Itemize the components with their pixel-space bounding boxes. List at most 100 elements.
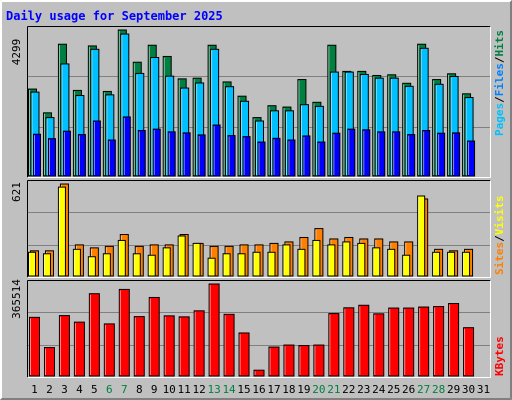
bar-kbytes xyxy=(298,345,310,377)
bar-pages-rect xyxy=(62,130,71,177)
x-tick-label: 20 xyxy=(312,383,325,396)
legend-sep-3: / xyxy=(493,235,506,242)
bar-kbytes-rect xyxy=(133,316,145,377)
bar-kbytes-rect xyxy=(343,307,355,377)
bar-sites-rect xyxy=(297,248,306,277)
bar-sites xyxy=(117,239,126,277)
bar-pages xyxy=(347,128,356,177)
bar-sites xyxy=(462,251,471,277)
bar-kbytes-rect xyxy=(163,315,175,377)
bar-kbytes-rect xyxy=(118,288,130,377)
x-tick-label: 5 xyxy=(91,383,98,396)
bar-sites xyxy=(192,242,201,277)
bar-kbytes xyxy=(73,321,85,377)
bar-kbytes-rect xyxy=(253,369,265,377)
bar-sites-rect xyxy=(28,251,36,277)
bar-pages xyxy=(107,139,116,177)
bar-pages-rect xyxy=(317,141,326,177)
bar-sites-rect xyxy=(462,251,471,277)
bar-sites-rect xyxy=(177,235,186,277)
bar-pages xyxy=(62,130,71,177)
x-tick-label: 13 xyxy=(207,383,220,396)
x-tick-label: 10 xyxy=(163,383,176,396)
bar-kbytes-rect xyxy=(29,316,40,377)
bar-sites-rect xyxy=(372,247,381,277)
bar-kbytes xyxy=(373,313,385,377)
bar-kbytes xyxy=(418,306,430,377)
x-tick-label: 23 xyxy=(357,383,370,396)
bar-pages xyxy=(33,133,41,177)
bar-pages xyxy=(392,131,401,177)
bar-sites-rect xyxy=(42,253,51,277)
bar-sites-rect xyxy=(342,241,351,277)
legend-visits: Visits xyxy=(493,196,506,236)
x-tick-label: 3 xyxy=(61,383,68,396)
bar-kbytes-rect xyxy=(358,304,370,377)
bar-kbytes-rect xyxy=(298,345,310,377)
bar-sites-rect xyxy=(312,239,321,277)
bar-sites xyxy=(57,186,66,277)
x-tick-label: 8 xyxy=(136,383,143,396)
x-tick-label: 15 xyxy=(237,383,250,396)
bar-sites-rect xyxy=(162,247,171,277)
bar-sites-rect xyxy=(357,242,366,277)
x-tick-label: 16 xyxy=(252,383,265,396)
bar-pages-rect xyxy=(77,134,86,177)
bar-kbytes-rect xyxy=(148,296,160,377)
bar-kbytes-rect xyxy=(433,306,445,377)
bar-pages-rect xyxy=(152,128,161,177)
bar-pages xyxy=(377,131,386,177)
bar-sites-rect xyxy=(207,257,216,277)
bar-pages-rect xyxy=(257,141,266,177)
y-max-label-visits: 621 xyxy=(10,182,23,202)
bar-pages-rect xyxy=(452,132,461,177)
y-max-label-kbytes: 365514 xyxy=(10,279,23,319)
bar-pages xyxy=(137,129,146,177)
bar-sites xyxy=(162,247,171,277)
x-tick-label: 14 xyxy=(222,383,236,396)
bar-kbytes-rect xyxy=(43,347,55,377)
bar-sites xyxy=(402,254,411,277)
legend-sep-2: / xyxy=(493,56,506,63)
x-tick-label: 27 xyxy=(417,383,430,396)
x-tick-label: 22 xyxy=(342,383,355,396)
legend-sites-visits: Sites/Visits xyxy=(493,196,506,276)
bar-kbytes xyxy=(178,316,190,377)
bar-sites xyxy=(372,247,381,277)
bar-sites xyxy=(357,242,366,277)
bar-sites-rect xyxy=(87,256,96,277)
bar-sites xyxy=(147,254,156,277)
bar-pages-rect xyxy=(422,129,431,177)
bar-sites xyxy=(342,241,351,277)
bar-pages-rect xyxy=(377,131,386,177)
bar-kbytes xyxy=(29,316,40,377)
bar-kbytes xyxy=(148,296,160,377)
bar-pages-rect xyxy=(137,129,146,177)
bar-pages xyxy=(302,135,311,177)
legend-kbytes: KBytes xyxy=(493,336,506,376)
legend-sep-1: / xyxy=(493,96,506,103)
legend-hits: Hits xyxy=(493,30,506,57)
bar-kbytes xyxy=(43,347,55,377)
bar-kbytes xyxy=(403,307,415,377)
bar-kbytes xyxy=(463,327,475,377)
bar-pages-rect xyxy=(437,132,446,177)
x-tick-label: 9 xyxy=(151,383,158,396)
bar-sites-rect xyxy=(237,253,246,277)
bar-pages-rect xyxy=(392,131,401,177)
x-tick-label: 26 xyxy=(402,383,415,396)
bar-kbytes xyxy=(433,306,445,377)
bar-pages xyxy=(287,139,296,177)
bar-pages-rect xyxy=(197,134,206,177)
bar-kbytes-rect xyxy=(223,313,235,377)
bar-pages xyxy=(407,134,416,177)
bar-sites-rect xyxy=(72,248,81,277)
bar-pages xyxy=(272,137,281,177)
bar-pages-rect xyxy=(92,120,101,177)
bar-kbytes xyxy=(133,316,145,377)
bar-kbytes xyxy=(163,315,175,377)
x-tick-label: 28 xyxy=(432,383,445,396)
bar-sites xyxy=(297,248,306,277)
bar-sites xyxy=(222,253,231,277)
